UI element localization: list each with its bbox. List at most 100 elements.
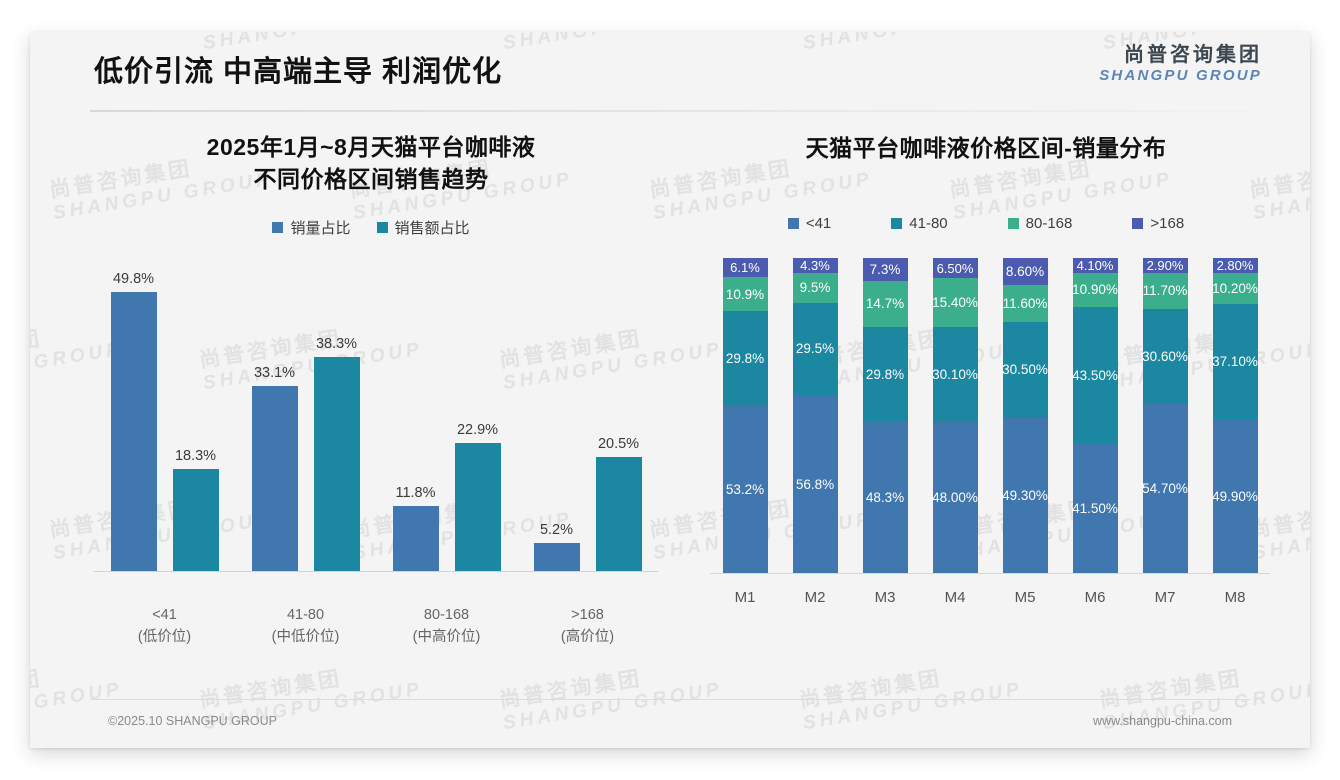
x-axis-tick-label: M6	[1084, 588, 1106, 606]
bar-value-label: 38.3%	[315, 335, 358, 352]
stacked-bar-segment[interactable]: 11.70%	[1142, 272, 1188, 310]
legend-swatch-icon	[787, 217, 799, 229]
stacked-bar-segment[interactable]: 9.5%	[792, 272, 838, 303]
charts-container: 2025年1月~8月天猫平台咖啡液 不同价格区间销售趋势 销量占比 销售额占比 4…	[30, 118, 1310, 688]
bar-value-label: 20.5%	[597, 435, 640, 452]
stacked-bar[interactable]: 6.1% 10.9% 29.8% 53.2%	[722, 257, 768, 574]
x-axis-tick-label: M3	[874, 588, 896, 606]
stacked-bar-segment[interactable]: 30.10%	[932, 326, 978, 423]
stacked-bar-segment[interactable]: 48.3%	[862, 421, 908, 574]
stacked-bar-segment[interactable]: 2.90%	[1142, 257, 1188, 273]
logo-chinese-text: 尚普咨询集团	[1124, 44, 1262, 66]
footer-divider	[90, 699, 1250, 700]
segment-value-label: 53.2%	[725, 482, 765, 498]
bar[interactable]: 33.1%	[251, 365, 298, 573]
stacked-bar-segment[interactable]: 2.80%	[1212, 257, 1258, 273]
segment-value-label: 6.50%	[936, 260, 974, 276]
stacked-bar-segment[interactable]: 29.8%	[862, 327, 908, 422]
stacked-bar-segment[interactable]: 4.10%	[1072, 257, 1118, 273]
legend-item[interactable]: 41-80	[891, 214, 948, 232]
stacked-bar-segment[interactable]: 10.20%	[1212, 272, 1258, 305]
bar-fill	[533, 543, 580, 573]
slide-card: 尚普咨询集团 SHANGPU GROUP 尚普咨询集团 SHANGPU GROUP 尚普…	[30, 32, 1310, 748]
legend-item[interactable]: 销量占比	[272, 217, 351, 238]
stacked-bar-segment[interactable]: 7.3%	[862, 257, 908, 281]
stacked-bar[interactable]: 7.3% 14.7% 29.8% 48.3%	[862, 257, 908, 574]
legend-item[interactable]: 销售额占比	[376, 217, 470, 238]
legend-label: 销售额占比	[394, 220, 470, 238]
stacked-bar-segment[interactable]: 4.3%	[792, 257, 838, 273]
stacked-bar-segment[interactable]: 49.30%	[1002, 417, 1048, 574]
slide-footer: ©2025.10 SHANGPU GROUP www.shangpu-china…	[30, 702, 1310, 748]
stacked-bar-segment[interactable]: 14.7%	[862, 280, 908, 328]
stacked-bar-segment[interactable]: 29.8%	[722, 311, 768, 406]
stacked-bar-segment[interactable]: 10.9%	[722, 277, 768, 312]
stacked-bar-segment[interactable]: 6.1%	[722, 257, 768, 278]
x-axis-tick-label: M7	[1154, 588, 1176, 606]
segment-value-label: 9.5%	[799, 280, 831, 296]
bar[interactable]: 5.2%	[533, 522, 580, 573]
bar[interactable]: 38.3%	[313, 336, 360, 573]
segment-value-label: 2.90%	[1146, 257, 1184, 273]
stacked-bar-segment[interactable]: 37.10%	[1212, 304, 1258, 420]
stacked-bar-column: 7.3% 14.7% 29.8% 48.3%	[850, 257, 920, 574]
segment-value-label: 8.60%	[1005, 263, 1045, 279]
segment-value-label: 49.90%	[1212, 488, 1258, 504]
stacked-bar[interactable]: 8.60% 11.60% 30.50% 49.30%	[1002, 257, 1048, 574]
stacked-bar-segment[interactable]: 53.2%	[722, 405, 768, 574]
stacked-bar-segment[interactable]: 29.5%	[792, 302, 838, 396]
bar[interactable]: 20.5%	[595, 436, 642, 573]
bar[interactable]: 22.9%	[454, 422, 501, 573]
slide-header: 低价引流 中高端主导 利润优化 尚普咨询集团 SHANGPU GROUP	[30, 32, 1310, 104]
stacked-bar-segment[interactable]: 15.40%	[932, 278, 978, 327]
stacked-bar[interactable]: 4.3% 9.5% 29.5% 56.8%	[792, 257, 838, 574]
bar-group: 5.2% 20.5%	[517, 262, 658, 573]
segment-value-label: 49.30%	[1002, 488, 1048, 504]
legend-swatch-icon	[1132, 217, 1144, 229]
stacked-bar-segment[interactable]: 56.8%	[792, 395, 838, 574]
stacked-bar-segment[interactable]: 43.50%	[1072, 306, 1118, 444]
stacked-bar-column: 6.1% 10.9% 29.8% 53.2%	[710, 257, 780, 574]
bar[interactable]: 18.3%	[172, 448, 219, 573]
stacked-bar-segment[interactable]: 54.70%	[1142, 404, 1188, 574]
stacked-bar-segment[interactable]: 30.50%	[1002, 321, 1048, 418]
stacked-bar[interactable]: 6.50% 15.40% 30.10% 48.00%	[932, 257, 978, 574]
segment-value-label: 10.20%	[1212, 281, 1258, 297]
stacked-bar[interactable]: 2.80% 10.20% 37.10% 49.90%	[1212, 257, 1258, 574]
segment-value-label: 37.10%	[1212, 354, 1258, 370]
legend-label: <41	[805, 214, 832, 232]
legend-item[interactable]: 80-168	[1007, 215, 1072, 232]
stacked-bar-segment[interactable]: 30.60%	[1142, 309, 1188, 404]
segment-value-label: 11.60%	[1002, 295, 1048, 311]
x-axis-tick-label: M8	[1224, 588, 1246, 606]
stacked-bar-segment[interactable]: 8.60%	[1002, 257, 1048, 285]
bar[interactable]: 11.8%	[392, 485, 439, 573]
segment-value-label: 15.40%	[932, 295, 978, 311]
x-axis-labels-right: M1 M2 M3 M4 M5 M6 M7 M8	[710, 589, 1270, 606]
legend-volume-distribution: <41 41-80 80-168 >168	[686, 215, 1286, 232]
stacked-bar-column: 4.3% 9.5% 29.5% 56.8%	[780, 257, 850, 574]
legend-label: 销量占比	[290, 220, 351, 238]
brand-logo: 尚普咨询集团 SHANGPU GROUP	[1099, 44, 1262, 84]
stacked-bar-segment[interactable]: 49.90%	[1212, 419, 1258, 574]
legend-label: 41-80	[909, 214, 948, 232]
stacked-bar-segment[interactable]: 41.50%	[1072, 443, 1118, 574]
x-axis-tick-label: M4	[944, 588, 966, 606]
stacked-bar-segment[interactable]: 6.50%	[932, 257, 978, 279]
legend-item[interactable]: >168	[1132, 215, 1184, 232]
legend-swatch-icon	[376, 222, 388, 234]
bar[interactable]: 49.8%	[110, 271, 157, 573]
stacked-bar-segment[interactable]: 48.00%	[932, 422, 978, 574]
segment-value-label: 14.7%	[865, 296, 905, 312]
stacked-bar[interactable]: 2.90% 11.70% 30.60% 54.70%	[1142, 257, 1188, 574]
stacked-bar-segment[interactable]: 10.90%	[1072, 272, 1118, 307]
chart-title-volume-distribution: 天猫平台咖啡液价格区间-销量分布	[805, 135, 1167, 161]
legend-item[interactable]: <41	[787, 214, 832, 232]
legend-label: >168	[1150, 214, 1185, 232]
x-axis-tick-label: M2	[804, 588, 826, 606]
segment-value-label: 56.8%	[795, 477, 835, 492]
stacked-bar-segment[interactable]: 11.60%	[1002, 284, 1048, 322]
x-axis-tick-label: 41-80 (中低价位)	[271, 606, 340, 645]
stacked-bar[interactable]: 4.10% 10.90% 43.50% 41.50%	[1072, 257, 1118, 574]
segment-value-label: 7.3%	[869, 261, 901, 277]
